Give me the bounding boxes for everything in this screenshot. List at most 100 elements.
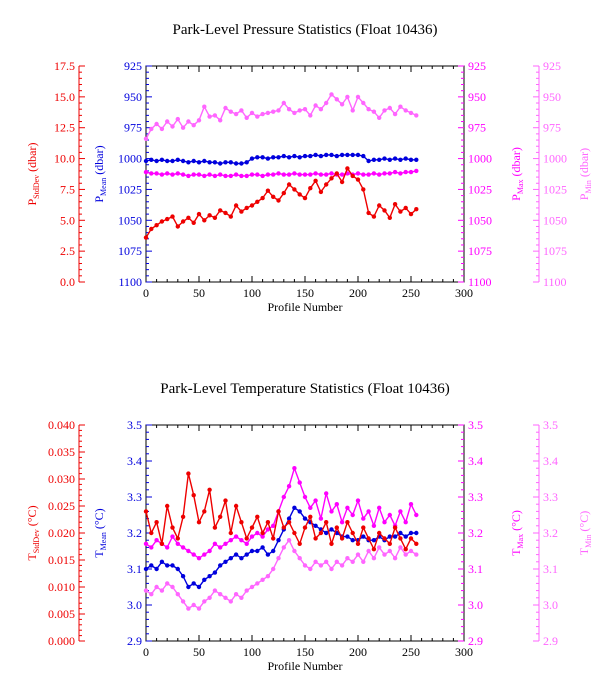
data-point-mean bbox=[165, 563, 170, 568]
data-point-mean bbox=[143, 158, 149, 164]
data-point-stddev bbox=[392, 525, 398, 530]
data-point-max bbox=[308, 172, 313, 177]
data-point-mean bbox=[414, 530, 419, 536]
data-point-stddev bbox=[361, 525, 366, 530]
data-point-min bbox=[392, 556, 398, 561]
data-point-min bbox=[276, 108, 281, 113]
data-point-stddev bbox=[223, 210, 228, 216]
data-point-max bbox=[286, 484, 292, 489]
x-tick-label: 250 bbox=[402, 286, 420, 300]
data-point-max bbox=[403, 520, 408, 525]
data-point-stddev bbox=[228, 214, 233, 219]
data-point-max bbox=[318, 172, 324, 177]
data-point-mean bbox=[159, 157, 165, 162]
data-point-mean bbox=[170, 563, 175, 568]
data-point-max bbox=[318, 516, 324, 521]
data-point-stddev bbox=[244, 205, 249, 211]
data-point-mean bbox=[260, 155, 265, 160]
y-tick-label-right: 3.5 bbox=[468, 418, 483, 432]
data-point-max bbox=[244, 173, 249, 179]
data-point-max bbox=[143, 541, 149, 546]
y-tick-label-far-right: 950 bbox=[543, 90, 561, 104]
data-point-stddev bbox=[212, 525, 218, 530]
y-tick-label-far-right: 925 bbox=[543, 59, 561, 73]
x-tick-label: 0 bbox=[143, 645, 149, 659]
data-point-min bbox=[223, 105, 228, 111]
data-point-mean bbox=[239, 556, 244, 561]
data-point-stddev bbox=[170, 525, 175, 530]
data-point-min bbox=[233, 592, 239, 597]
data-point-mean bbox=[175, 157, 180, 162]
x-axis-label: Profile Number bbox=[268, 300, 343, 314]
chart-title: Park-Level Pressure Statistics (Float 10… bbox=[173, 22, 438, 38]
data-point-min bbox=[281, 100, 286, 106]
data-point-mean bbox=[414, 157, 419, 162]
data-point-max bbox=[361, 516, 366, 521]
data-point-max bbox=[165, 545, 170, 550]
data-point-mean bbox=[180, 158, 186, 164]
y-axis-label-right: TMax (°C) bbox=[509, 510, 525, 556]
x-tick-label: 100 bbox=[243, 645, 261, 659]
data-point-mean bbox=[239, 161, 244, 166]
data-point-max bbox=[392, 169, 398, 175]
data-point-min bbox=[154, 121, 159, 127]
data-point-max bbox=[297, 172, 302, 177]
y-axis-label-far-left: PStdDev (dbar) bbox=[25, 142, 41, 205]
x-tick-label: 300 bbox=[455, 645, 473, 659]
data-point-max bbox=[196, 172, 202, 177]
data-point-stddev bbox=[350, 173, 355, 179]
data-point-max bbox=[249, 172, 255, 177]
data-point-max bbox=[329, 509, 334, 514]
data-point-max bbox=[377, 505, 382, 510]
data-point-stddev bbox=[196, 520, 202, 525]
data-point-stddev bbox=[345, 166, 350, 171]
data-point-max bbox=[345, 505, 350, 510]
data-point-stddev bbox=[345, 520, 350, 525]
data-point-max bbox=[350, 512, 355, 518]
data-point-max bbox=[228, 173, 233, 179]
data-point-stddev bbox=[387, 215, 392, 220]
data-point-mean bbox=[149, 563, 154, 568]
y-tick-label-far-left: 15.0 bbox=[54, 90, 75, 104]
data-point-mean bbox=[403, 534, 408, 539]
data-point-max bbox=[207, 172, 212, 177]
y-tick-label-left: 925 bbox=[124, 59, 142, 73]
data-point-stddev bbox=[265, 520, 271, 525]
y-tick-label-far-right: 3.5 bbox=[543, 418, 558, 432]
data-point-stddev bbox=[175, 224, 180, 229]
data-point-stddev bbox=[297, 541, 302, 546]
data-point-max bbox=[339, 172, 345, 177]
y-tick-label-far-left: 0.020 bbox=[48, 526, 75, 540]
data-point-mean bbox=[350, 152, 355, 158]
data-point-mean bbox=[212, 570, 218, 575]
data-point-min bbox=[313, 559, 318, 564]
data-point-max bbox=[202, 173, 207, 179]
data-point-max bbox=[265, 527, 271, 532]
y-tick-label-far-right: 3.4 bbox=[543, 454, 558, 468]
y-tick-label-left: 1100 bbox=[118, 275, 142, 289]
data-point-mean bbox=[228, 160, 233, 165]
y-tick-label-far-left: 12.5 bbox=[54, 121, 75, 135]
data-point-mean bbox=[265, 552, 271, 557]
data-point-mean bbox=[387, 534, 392, 539]
data-point-max bbox=[408, 169, 414, 175]
data-point-mean bbox=[196, 584, 202, 590]
data-point-mean bbox=[180, 574, 186, 579]
data-point-mean bbox=[324, 530, 329, 536]
data-point-max bbox=[175, 541, 180, 546]
data-point-mean bbox=[361, 534, 366, 539]
data-point-min bbox=[339, 102, 345, 107]
data-point-stddev bbox=[366, 536, 371, 541]
x-tick-label: 150 bbox=[296, 645, 314, 659]
data-point-stddev bbox=[377, 530, 382, 536]
data-point-max bbox=[324, 491, 329, 496]
data-point-max bbox=[292, 466, 297, 471]
data-point-stddev bbox=[398, 209, 403, 214]
data-point-min bbox=[392, 111, 398, 117]
y-tick-label-far-left: 10.0 bbox=[54, 152, 75, 166]
data-point-min bbox=[244, 588, 249, 593]
data-point-stddev bbox=[191, 493, 196, 498]
data-point-stddev bbox=[371, 214, 377, 219]
data-point-stddev bbox=[382, 208, 387, 213]
